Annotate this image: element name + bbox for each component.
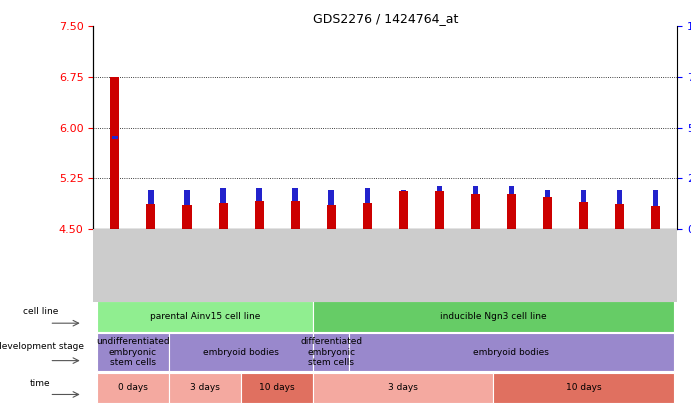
Bar — [473, 186, 478, 194]
Bar — [256, 188, 262, 201]
Text: 3 days: 3 days — [190, 383, 220, 392]
Bar — [493, 373, 674, 403]
Bar — [579, 202, 588, 229]
Bar — [241, 373, 313, 403]
Bar — [292, 188, 298, 201]
Bar — [313, 301, 674, 332]
Bar — [97, 333, 169, 371]
Bar — [97, 373, 169, 403]
Bar — [111, 77, 120, 229]
Bar — [363, 202, 372, 229]
Bar — [169, 373, 241, 403]
Bar — [471, 194, 480, 229]
Text: embryoid bodies: embryoid bodies — [473, 347, 549, 357]
Bar — [653, 190, 659, 206]
Bar — [182, 205, 191, 229]
Bar — [327, 205, 336, 229]
Text: inducible Ngn3 cell line: inducible Ngn3 cell line — [440, 312, 547, 321]
Text: time: time — [30, 379, 50, 388]
Bar — [97, 301, 313, 332]
Bar — [401, 190, 406, 191]
Bar — [545, 190, 550, 197]
Title: GDS2276 / 1424764_at: GDS2276 / 1424764_at — [312, 12, 458, 25]
Bar — [313, 373, 493, 403]
Bar — [349, 333, 674, 371]
Bar — [580, 190, 586, 202]
Bar — [112, 136, 117, 139]
Bar — [543, 197, 552, 229]
Bar — [615, 204, 624, 229]
Bar — [218, 202, 227, 229]
Text: 0 days: 0 days — [118, 383, 148, 392]
Bar — [313, 333, 349, 371]
Bar — [146, 204, 155, 229]
Bar — [617, 190, 622, 204]
Text: undifferentiated
embryonic
stem cells: undifferentiated embryonic stem cells — [96, 337, 170, 367]
Bar — [184, 190, 190, 205]
Bar — [149, 190, 153, 204]
Bar — [254, 201, 263, 229]
Bar — [291, 201, 300, 229]
Text: differentiated
embryonic
stem cells: differentiated embryonic stem cells — [300, 337, 362, 367]
Text: 10 days: 10 days — [259, 383, 295, 392]
Text: embryoid bodies: embryoid bodies — [203, 347, 279, 357]
Text: cell line: cell line — [23, 307, 58, 316]
Text: development stage: development stage — [0, 342, 84, 351]
Bar — [328, 190, 334, 205]
Text: 10 days: 10 days — [566, 383, 601, 392]
Bar — [365, 188, 370, 202]
Bar — [437, 186, 442, 191]
Text: 3 days: 3 days — [388, 383, 418, 392]
Bar — [435, 191, 444, 229]
Bar — [220, 188, 226, 202]
Text: parental Ainv15 cell line: parental Ainv15 cell line — [150, 312, 261, 321]
Bar — [651, 206, 660, 229]
Bar — [169, 333, 313, 371]
Bar — [507, 194, 516, 229]
Bar — [399, 191, 408, 229]
Bar — [509, 186, 514, 194]
